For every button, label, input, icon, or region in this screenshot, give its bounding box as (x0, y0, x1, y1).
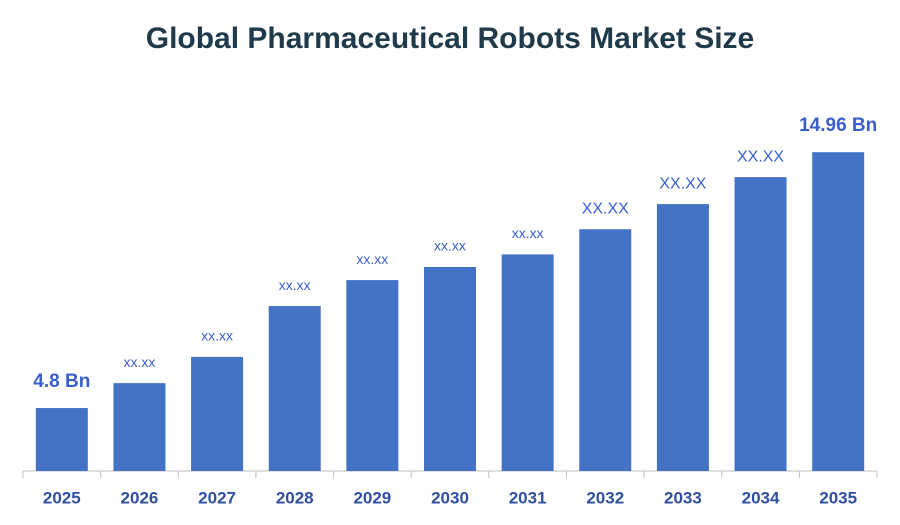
value-label: 14.96 Bn (799, 115, 877, 136)
x-tick-label: 2031 (509, 488, 547, 507)
bar (579, 229, 632, 471)
x-tick-label: 2035 (819, 488, 857, 507)
value-label: XX.XX (659, 175, 706, 192)
x-tick-label: 2032 (586, 488, 624, 507)
value-label: xx.xx (512, 225, 544, 241)
chart-title: Global Pharmaceutical Robots Market Size (146, 22, 755, 55)
bar (812, 152, 865, 472)
bar (113, 383, 166, 471)
bar (35, 408, 88, 471)
x-tick-label: 2027 (198, 488, 236, 507)
bar (268, 306, 321, 471)
x-tick-label: 2028 (276, 488, 314, 507)
bar (656, 204, 709, 472)
value-label: 4.8 Bn (33, 371, 90, 392)
value-label: xx.xx (201, 328, 233, 344)
value-label: xx.xx (124, 354, 156, 370)
value-label: xx.xx (356, 251, 388, 267)
bar (346, 280, 399, 471)
value-label: xx.xx (434, 238, 466, 254)
bar (424, 267, 476, 471)
x-tick-label: 2033 (664, 488, 702, 507)
x-tick-label: 2025 (43, 488, 81, 507)
bar (191, 356, 244, 471)
x-tick-label: 2029 (353, 488, 391, 507)
x-tick-label: 2026 (121, 488, 159, 507)
bar (734, 177, 787, 472)
value-label: XX.XX (582, 200, 629, 217)
x-tick-label: 2030 (431, 488, 469, 507)
bar (501, 254, 554, 471)
value-label: xx.xx (279, 277, 311, 293)
x-tick-label: 2034 (742, 488, 780, 507)
value-label: XX.XX (737, 148, 784, 165)
